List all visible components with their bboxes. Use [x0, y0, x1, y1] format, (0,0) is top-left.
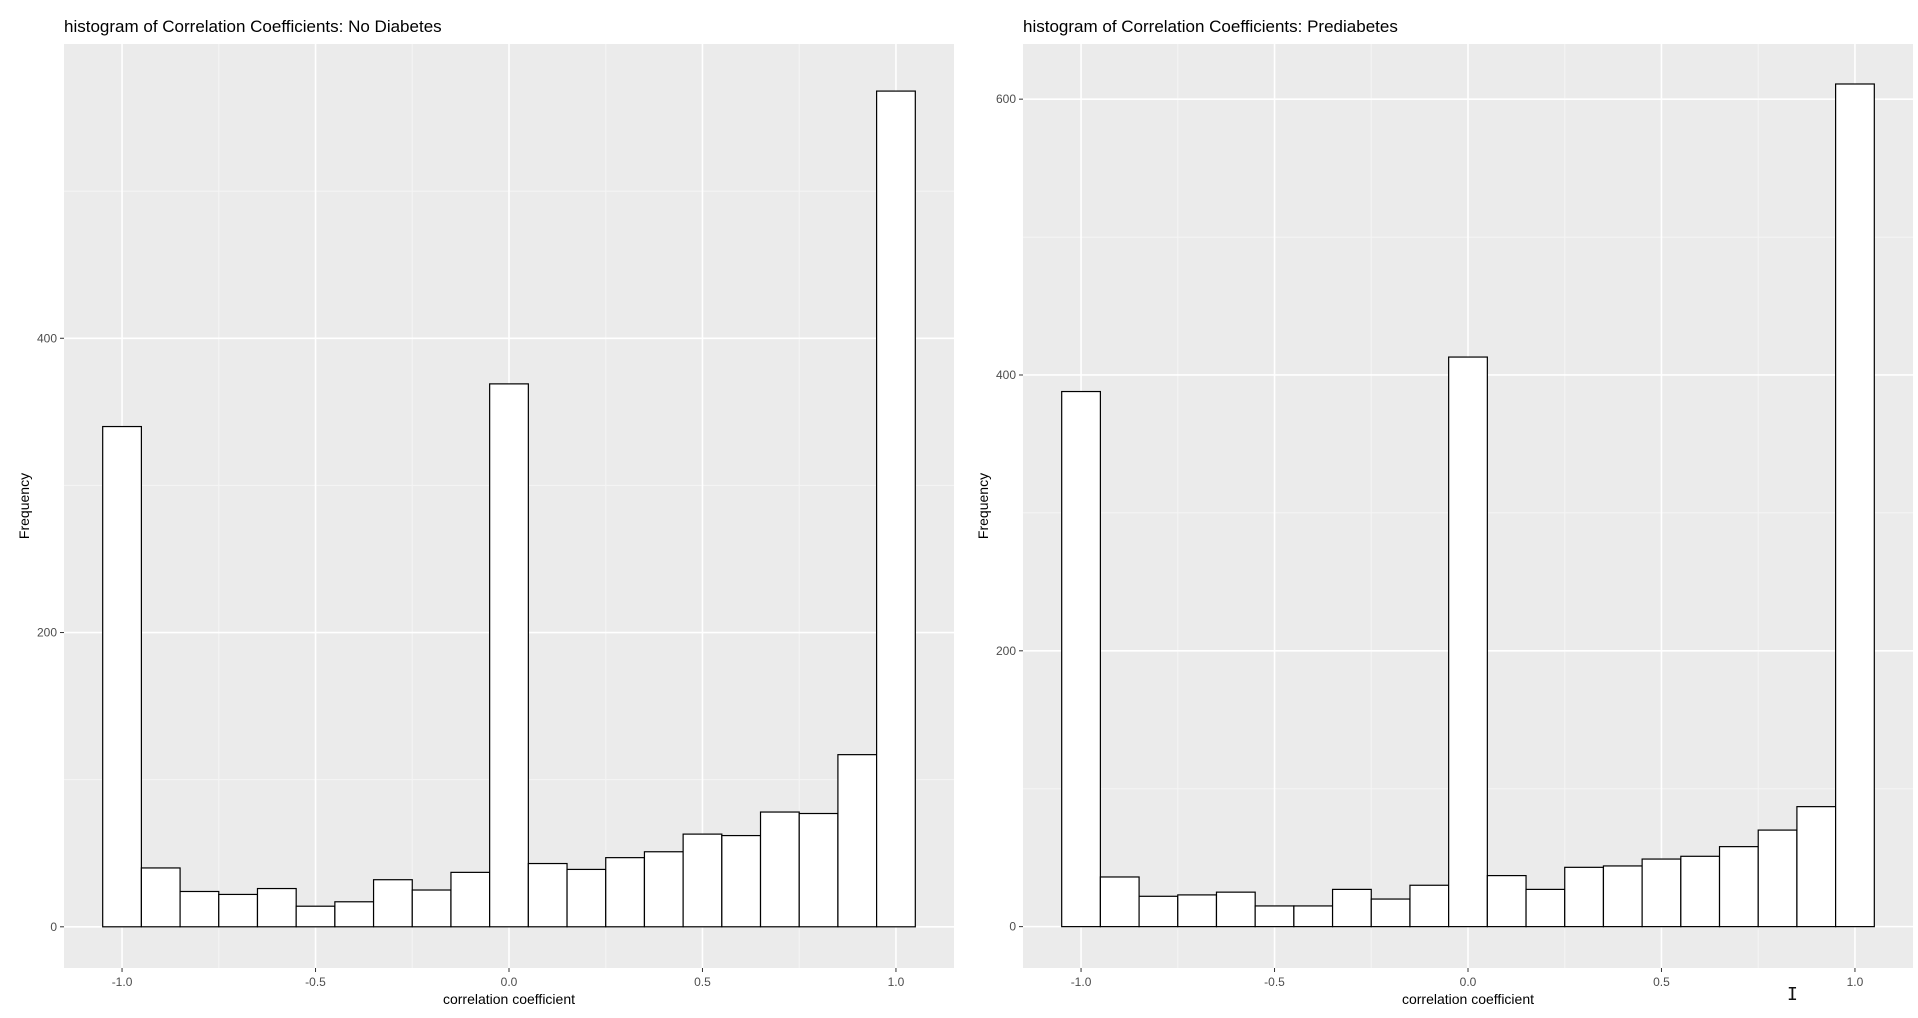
histogram-prediabetes: histogram of Correlation Coefficients: P… — [959, 0, 1918, 1018]
histogram-bar — [1757, 829, 1798, 928]
chart-title: histogram of Correlation Coefficients: P… — [1023, 17, 1398, 36]
x-axis-label: correlation coefficient — [1402, 991, 1534, 1007]
histogram-bar — [140, 867, 181, 928]
histogram-bar — [1680, 855, 1721, 928]
histogram-bar — [218, 893, 259, 928]
histogram-bar — [1718, 846, 1759, 928]
histogram-bar — [566, 868, 607, 928]
histogram-bar — [1138, 895, 1179, 928]
y-axis-label: Frequency — [975, 473, 991, 539]
plot-area: -1.0 -0.5 0.0 0.5 1.0 0 200 400 correlation coef… — [16, 44, 954, 1007]
x-tick-label: 1.0 — [1847, 975, 1864, 989]
histogram-bar — [102, 425, 142, 928]
y-tick-label: 400 — [996, 368, 1016, 382]
x-tick-label: 0.5 — [694, 975, 711, 989]
histogram-bar — [1564, 866, 1605, 928]
y-axis-label: Frequency — [16, 473, 32, 539]
x-tick-label: 1.0 — [888, 975, 905, 989]
histogram-bar — [450, 871, 491, 928]
histogram-bar — [759, 811, 800, 928]
histogram-bar — [1486, 874, 1527, 928]
histogram-bar — [1331, 888, 1372, 928]
x-tick-label: -0.5 — [305, 975, 326, 989]
histogram-bar — [798, 812, 839, 928]
histogram-bar — [682, 833, 723, 928]
y-tick-label: 400 — [37, 331, 57, 345]
x-tick-label: 0.0 — [1460, 975, 1477, 989]
x-axis-label: correlation coefficient — [443, 991, 575, 1007]
histogram-bar — [1409, 884, 1450, 928]
histogram-bar — [1370, 898, 1411, 928]
x-tick-label: -1.0 — [112, 975, 133, 989]
histogram-bar — [179, 890, 220, 928]
histogram-bar — [1293, 905, 1334, 928]
histogram-bar — [295, 905, 336, 928]
histogram-bar — [643, 851, 684, 928]
histogram-bar — [1602, 865, 1643, 928]
histogram-bar — [256, 887, 297, 928]
y-tick-label: 600 — [996, 92, 1016, 106]
x-tick-label: 0.0 — [501, 975, 518, 989]
histogram-bar — [1254, 905, 1295, 928]
y-tick-label: 0 — [50, 920, 57, 934]
histogram-no-diabetes: histogram of Correlation Coefficients: N… — [16, 17, 954, 1007]
x-tick-label: -0.5 — [1264, 975, 1285, 989]
chart-title: histogram of Correlation Coefficients: N… — [64, 17, 442, 36]
histogram-bar — [1099, 876, 1140, 928]
histogram-bar — [489, 383, 529, 928]
histogram-bar — [527, 862, 568, 928]
x-tick-label: 0.5 — [1653, 975, 1670, 989]
histogram-bar — [334, 901, 375, 928]
histogram-bar — [876, 90, 916, 928]
histogram-bar — [1177, 894, 1218, 928]
histogram-bar — [1641, 858, 1682, 928]
histogram-bar — [372, 879, 413, 928]
text-cursor-icon: I — [1787, 984, 1798, 1005]
histogram-bar — [1835, 83, 1875, 928]
histogram-bar — [1215, 891, 1256, 928]
y-tick-label: 200 — [996, 644, 1016, 658]
y-tick-label: 0 — [1009, 920, 1016, 934]
histogram-bar — [411, 889, 452, 928]
histogram-bar — [1061, 390, 1101, 928]
histogram-bar — [721, 834, 762, 928]
histogram-bar — [1448, 356, 1488, 928]
plot-area: -1.0 -0.5 0.0 0.5 1.0 0 200 400 600 correlation c… — [975, 44, 1913, 1007]
histogram-bar — [1796, 806, 1837, 928]
x-tick-label: -1.0 — [1071, 975, 1092, 989]
y-tick-label: 200 — [37, 626, 57, 640]
histogram-bar — [1525, 888, 1566, 928]
histogram-bar — [837, 754, 878, 928]
histogram-bar — [605, 857, 646, 928]
